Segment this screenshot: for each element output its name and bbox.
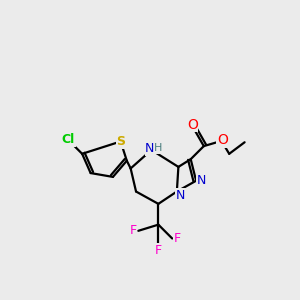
Text: F: F (155, 244, 162, 256)
Text: F: F (174, 232, 181, 245)
Text: O: O (187, 118, 198, 131)
Text: Cl: Cl (62, 134, 75, 146)
Text: N: N (145, 142, 154, 155)
Text: S: S (116, 135, 125, 148)
Text: H: H (153, 143, 162, 153)
Text: F: F (129, 224, 137, 237)
Text: N: N (197, 174, 206, 187)
Text: O: O (217, 133, 228, 147)
Text: N: N (176, 189, 185, 202)
